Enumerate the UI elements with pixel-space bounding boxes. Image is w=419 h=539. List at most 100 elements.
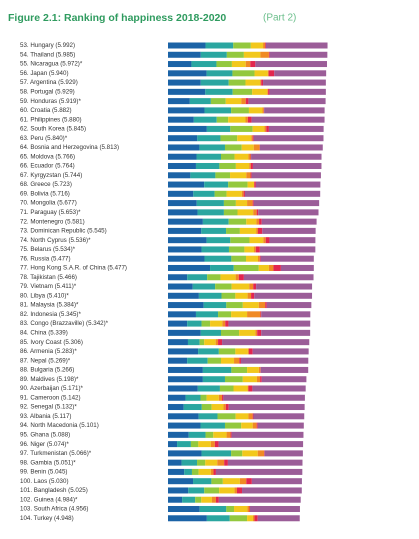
bar-segment (168, 468, 185, 475)
bar-segment (220, 357, 235, 364)
bar-segment (168, 125, 207, 132)
bar-segment (193, 190, 215, 197)
category-label: 85. Ivory Coast (5.306) (20, 339, 83, 346)
bar-segment (228, 79, 246, 86)
bar-segment (226, 227, 240, 234)
bar-segment (187, 320, 202, 327)
bar-segment (228, 246, 245, 253)
bar-segment (248, 385, 253, 392)
category-label: 58. Portugal (5.929) (20, 88, 75, 95)
bar-segment (202, 366, 232, 373)
bar-segment (258, 366, 261, 373)
bar-segment (207, 274, 221, 281)
bar-segment (219, 163, 236, 170)
bar-segment (235, 274, 239, 281)
bar-segment (168, 70, 207, 77)
category-label: 91. Cameroon (5.142) (20, 394, 81, 401)
bar-segment (213, 431, 227, 438)
bar-segment (200, 422, 225, 429)
category-label: 55. Nicaragua (5.972)* (20, 61, 83, 68)
bar-segment (205, 42, 234, 49)
category-label: 72. Montenegro (5.581) (20, 218, 85, 225)
bar-segment (217, 459, 225, 466)
category-label: 64. Bosnia and Herzegovina (5.813) (20, 144, 119, 151)
bar-segment (225, 98, 242, 105)
bar-segment (223, 394, 305, 401)
bar-segment (257, 450, 265, 457)
category-label: 76. Russia (5.477) (20, 255, 71, 262)
bar-segment (267, 88, 269, 95)
bar-segment (231, 283, 250, 290)
bar-segment (215, 468, 303, 475)
bar-segment (252, 515, 255, 522)
bar-segment (247, 292, 252, 299)
bar-segment (264, 450, 303, 457)
bar-segment (204, 181, 229, 188)
bar-segment (222, 339, 310, 346)
bar-segment (260, 376, 262, 383)
category-label: 68. Greece (5.723) (20, 181, 72, 188)
bar-segment (214, 190, 227, 197)
bar-segment (273, 264, 281, 271)
category-label: 99. Benin (5.045) (20, 469, 67, 476)
bar-segment (228, 320, 311, 327)
bar-segment (242, 376, 257, 383)
category-label: 67. Kyrgyzstan (5.744) (20, 172, 82, 179)
chart-subtitle: (Part 2) (263, 13, 296, 24)
bar-segment (226, 302, 243, 309)
bar-segment (262, 227, 316, 234)
bar-segment (228, 116, 246, 123)
bar-segment (264, 125, 267, 132)
category-label: 69. Bolivia (5.716) (20, 190, 70, 197)
bar-segment (182, 496, 196, 503)
bar-segment (253, 200, 320, 207)
bar-segment (280, 264, 314, 271)
bar-segment (241, 98, 246, 105)
bar-segment (252, 125, 265, 132)
bar-segment (266, 302, 312, 309)
bar-segment (246, 218, 257, 225)
bar-segment (201, 450, 232, 457)
bar-segment (205, 431, 214, 438)
bar-segment (232, 70, 255, 77)
category-label: 65. Moldova (5.766) (20, 153, 75, 160)
bar-segment (257, 227, 263, 234)
category-label: 57. Argentina (5.929) (20, 79, 78, 86)
bar-segment (237, 209, 254, 216)
bar-segment (168, 79, 201, 86)
bar-segment (213, 468, 216, 475)
bar-segment (168, 88, 206, 95)
bar-segment (204, 255, 232, 262)
bar-segment (230, 237, 250, 244)
bar-segment (250, 42, 264, 49)
bar-segment (226, 190, 242, 197)
bar-segment (198, 292, 222, 299)
category-label: 94. North Macedonia (5.101) (20, 422, 99, 429)
bar-segment (200, 79, 229, 86)
bar-segment (248, 107, 263, 114)
bar-segment (196, 153, 221, 160)
bar-segment (168, 292, 199, 299)
bar-segment (235, 200, 248, 207)
bar-segment (245, 79, 261, 86)
bar-segment (247, 181, 255, 188)
bar-segment (234, 357, 240, 364)
bar-segment (168, 311, 196, 318)
bar-segment (229, 515, 248, 522)
bar-segment (218, 394, 223, 401)
bar-segment (191, 468, 199, 475)
bar-segment (259, 218, 262, 225)
bar-segment (168, 422, 201, 429)
bar-segment (168, 153, 197, 160)
bar-segment (236, 487, 243, 494)
bar-segment (250, 506, 300, 512)
bar-segment (251, 116, 325, 123)
bar-segment (187, 339, 200, 346)
bar-segment (200, 51, 227, 58)
bar-segment (231, 450, 243, 457)
bar-segment (218, 348, 236, 355)
bar-segment (237, 135, 252, 142)
bar-segment (214, 441, 219, 448)
bar-segment (259, 144, 323, 151)
bar-segment (168, 404, 184, 411)
